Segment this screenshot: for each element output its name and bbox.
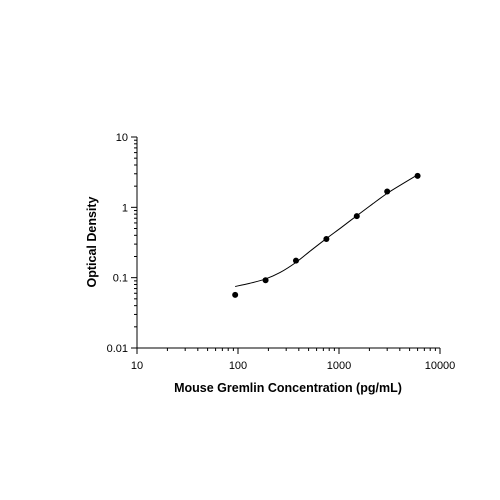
x-tick-label: 1000 xyxy=(327,360,351,372)
data-point xyxy=(292,257,299,264)
axis-tick-labels: 10 100 1000 10000 0.01 0.1 1 10 xyxy=(107,132,456,372)
y-tick-label: 10 xyxy=(116,132,128,144)
x-axis-title: Mouse Gremlin Concentration (pg/mL) xyxy=(174,381,402,395)
x-tick-label: 10 xyxy=(131,360,143,372)
x-tick-label: 10000 xyxy=(425,360,456,372)
data-point xyxy=(232,291,239,298)
x-tick-label: 100 xyxy=(229,360,247,372)
axis-ticks xyxy=(131,136,441,354)
data-point xyxy=(353,213,360,220)
y-axis-title: Optical Density xyxy=(85,196,99,287)
y-tick-label: 0.1 xyxy=(113,273,128,285)
data-points xyxy=(232,172,421,298)
y-tick-label: 1 xyxy=(122,202,128,214)
data-point xyxy=(384,188,391,195)
axes xyxy=(136,137,440,349)
data-point xyxy=(414,172,421,179)
data-point xyxy=(323,235,330,242)
fit-curve-layer xyxy=(235,174,418,287)
y-tick-label: 0.01 xyxy=(107,343,128,355)
data-point xyxy=(262,277,269,284)
fit-curve xyxy=(235,174,418,287)
